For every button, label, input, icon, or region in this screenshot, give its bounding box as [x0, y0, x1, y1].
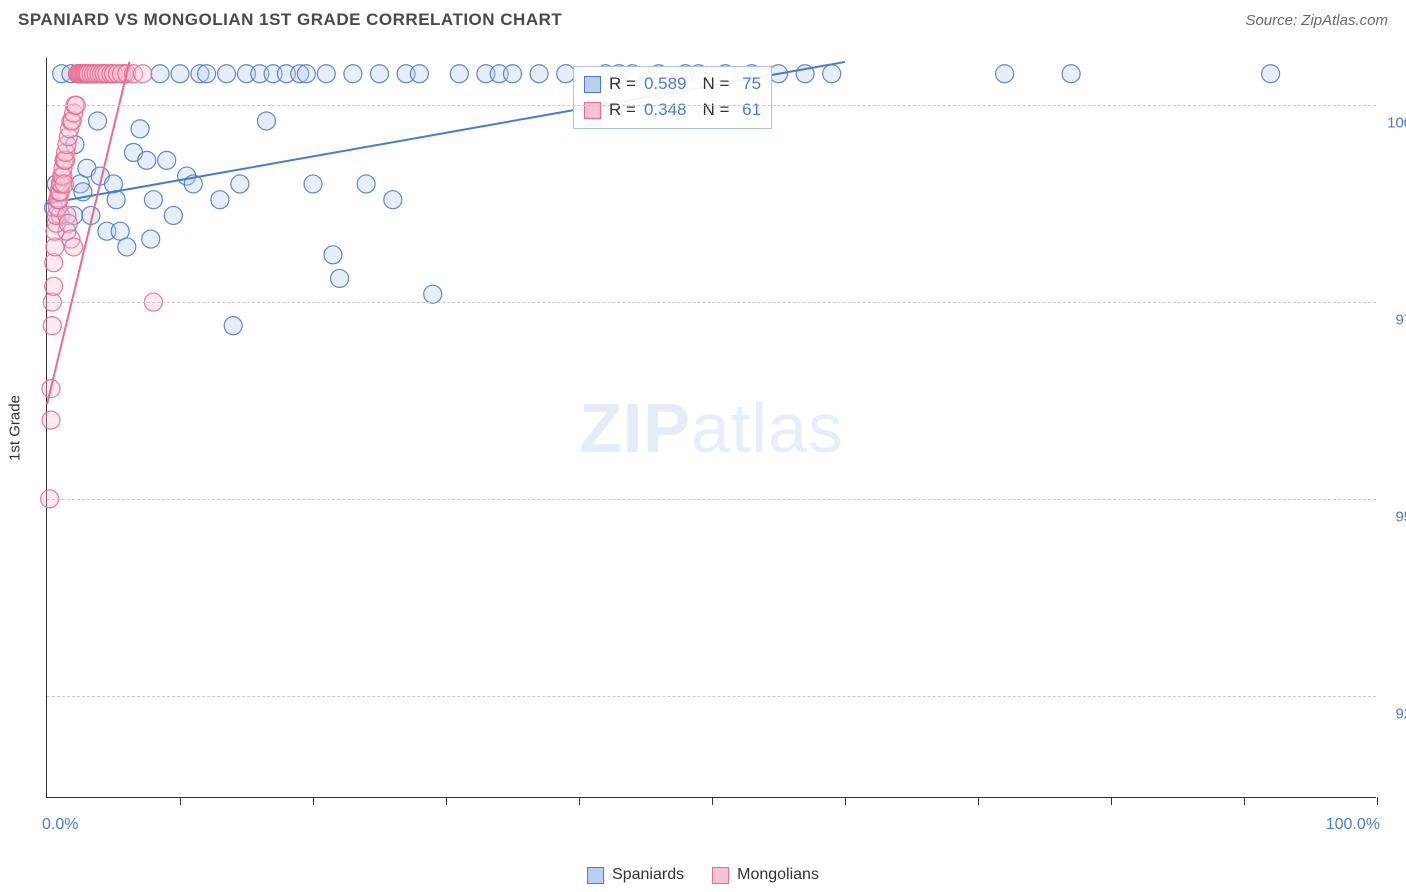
legend-label: Mongolians: [737, 866, 819, 884]
grid-line: [47, 302, 1376, 303]
data-point: [142, 230, 160, 248]
data-point: [331, 269, 349, 287]
series-swatch: [584, 76, 601, 93]
data-point: [297, 65, 315, 83]
stats-row: R = 0.348 N = 61: [584, 97, 761, 123]
legend-item: Spaniards: [587, 866, 684, 884]
data-point: [450, 65, 468, 83]
data-point: [151, 65, 169, 83]
data-point: [134, 65, 152, 83]
data-point: [211, 191, 229, 209]
chart-area: 1st Grade ZIPatlas R =0.589N = 75R =0.34…: [46, 58, 1376, 798]
data-point: [224, 317, 242, 335]
data-point: [344, 65, 362, 83]
data-point: [158, 151, 176, 169]
data-point: [384, 191, 402, 209]
stats-row: R = 0.589 N = 75: [584, 71, 761, 97]
x-tick: [712, 797, 713, 805]
x-tick: [1244, 797, 1245, 805]
x-tick: [446, 797, 447, 805]
grid-line: [47, 499, 1376, 500]
y-axis-label: 1st Grade: [7, 395, 24, 461]
data-point: [171, 65, 189, 83]
data-point: [996, 65, 1014, 83]
x-tick: [1377, 797, 1378, 805]
data-point: [530, 65, 548, 83]
data-point: [257, 112, 275, 130]
data-point: [557, 65, 575, 83]
data-point: [324, 246, 342, 264]
stat-n-label: N =: [702, 71, 729, 97]
data-point: [410, 65, 428, 83]
stat-r-value: 0.348: [644, 97, 687, 123]
data-point: [424, 285, 442, 303]
data-point: [45, 277, 63, 295]
y-tick-label: 92.5%: [1382, 705, 1406, 722]
data-point: [59, 214, 77, 232]
stat-n-value: 75: [737, 71, 761, 97]
y-tick-label: 95.0%: [1382, 508, 1406, 525]
x-tick: [579, 797, 580, 805]
legend-swatch: [587, 867, 604, 884]
x-tick: [978, 797, 979, 805]
data-point: [138, 151, 156, 169]
data-point: [1262, 65, 1280, 83]
header: SPANIARD VS MONGOLIAN 1ST GRADE CORRELAT…: [0, 0, 1406, 36]
data-point: [198, 65, 216, 83]
data-point: [144, 191, 162, 209]
plot-area: 1st Grade ZIPatlas R =0.589N = 75R =0.34…: [46, 58, 1376, 798]
grid-line: [47, 105, 1376, 106]
y-tick-label: 97.5%: [1382, 312, 1406, 329]
stat-r-label: R =: [609, 97, 636, 123]
data-point: [317, 65, 335, 83]
data-point: [42, 411, 60, 429]
data-point: [65, 238, 83, 256]
data-point: [55, 175, 73, 193]
x-tick: [180, 797, 181, 805]
x-tick: [313, 797, 314, 805]
data-point: [357, 175, 375, 193]
stat-r-label: R =: [609, 71, 636, 97]
stat-r-value: 0.589: [644, 71, 687, 97]
stats-box: R = 0.589 N = 75 R = 0.348 N = 61: [573, 66, 772, 129]
data-point: [231, 175, 249, 193]
data-point: [218, 65, 236, 83]
y-tick-label: 100.0%: [1382, 115, 1406, 132]
legend-swatch: [712, 867, 729, 884]
stat-n-value: 61: [737, 97, 761, 123]
grid-line: [47, 696, 1376, 697]
x-tick: [1111, 797, 1112, 805]
legend: Spaniards Mongolians: [587, 866, 819, 884]
legend-label: Spaniards: [612, 866, 684, 884]
data-point: [304, 175, 322, 193]
source-label: Source: ZipAtlas.com: [1245, 12, 1388, 29]
data-point: [43, 317, 61, 335]
x-axis-max-label: 100.0%: [1326, 816, 1380, 834]
x-axis-min-label: 0.0%: [42, 816, 78, 834]
data-point: [504, 65, 522, 83]
stat-n-label: N =: [702, 97, 729, 123]
data-point: [89, 112, 107, 130]
plot-svg: [47, 58, 1376, 797]
data-point: [118, 238, 136, 256]
data-point: [1062, 65, 1080, 83]
data-point: [371, 65, 389, 83]
legend-item: Mongolians: [712, 866, 819, 884]
data-point: [823, 65, 841, 83]
data-point: [131, 120, 149, 138]
chart-title: SPANIARD VS MONGOLIAN 1ST GRADE CORRELAT…: [18, 10, 562, 30]
x-tick: [845, 797, 846, 805]
data-point: [164, 206, 182, 224]
